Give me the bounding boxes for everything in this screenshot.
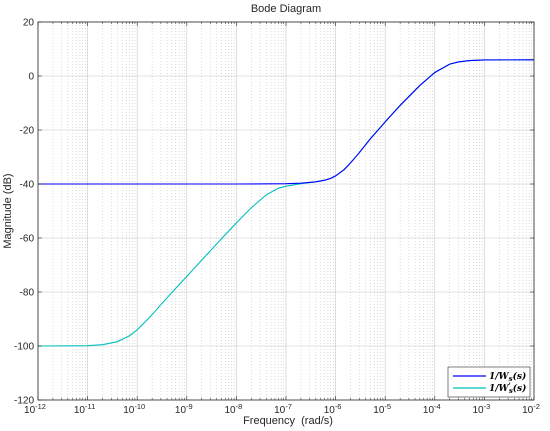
x-tick-label: 10-11 [74,402,95,416]
x-tick-label: 10-9 [175,402,193,416]
y-tick-label: -120 [14,396,34,407]
x-axis-label: Frequency (rad/s) [243,415,333,427]
series-line-1 [38,59,535,185]
x-tick-label: 10-2 [522,402,540,416]
legend-entry-1: 1/Ws(s) [489,371,526,383]
legend-box [447,366,531,398]
y-tick-label: -60 [20,234,35,245]
y-tick-label: -100 [14,342,34,353]
y-tick-label: -20 [20,126,35,137]
y-tick-label: -80 [20,288,35,299]
y-axis-label: Magnitude (dB) [2,173,14,248]
chart-title: Bode Diagram [251,3,321,15]
y-tick-label: -40 [20,180,35,191]
y-tick-labels: 20 0 -20 -40 -60 -80 -100 -120 [14,18,34,407]
x-tick-label: 10-7 [274,402,292,416]
x-tick-label: 10-6 [324,402,342,416]
y-tick-label: 20 [23,18,35,29]
x-tick-label: 10-10 [123,402,145,416]
legend: 1/Ws(s)1/W' s(s) [447,366,531,398]
x-tick-label: 10-4 [423,402,441,416]
minor-grid [52,22,532,400]
y-tick-label: 0 [28,72,34,83]
x-tick-label: 10-3 [473,402,491,416]
x-tick-labels: 10-12 10-11 10-10 10-9 10-8 10-7 10-6 10-5 10-4 1… [24,402,540,416]
x-tick-label: 10-8 [225,402,243,416]
x-tick-label: 10-12 [24,402,46,416]
x-tick-label: 10-5 [373,402,391,416]
series-layer [37,59,535,347]
legend-entry-2: 1/W' s(s) [489,381,526,395]
axis-ticks [37,21,535,401]
